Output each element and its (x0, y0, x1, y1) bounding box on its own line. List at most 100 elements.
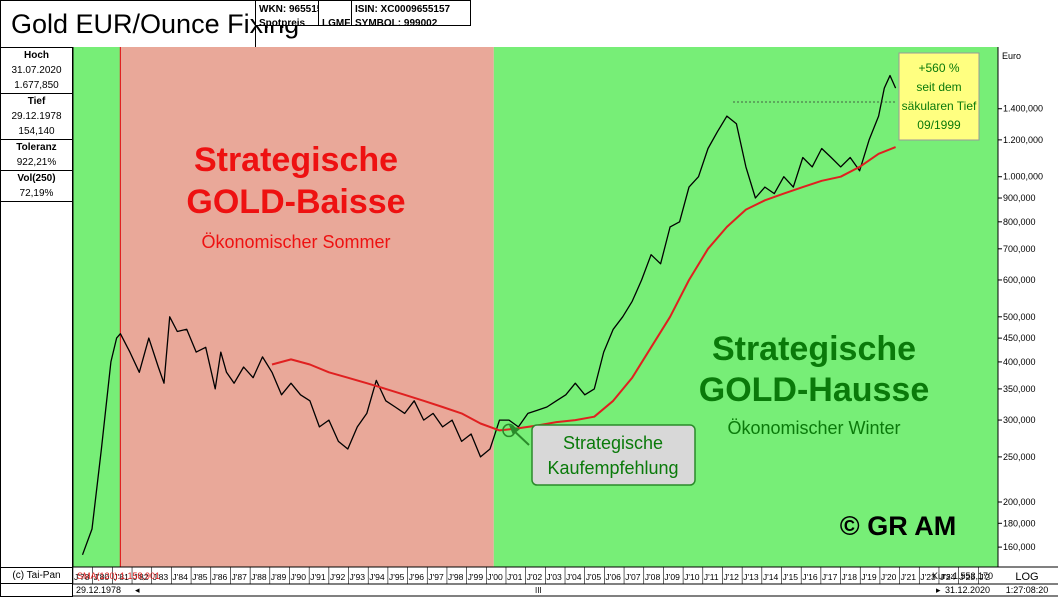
x-tick-label: J'85 (192, 572, 208, 582)
y-tick-label: 160,000 (1003, 542, 1036, 552)
x-tick-label: J'05 (586, 572, 602, 582)
x-tick-label: J'88 (251, 572, 267, 582)
sma-value-label: SMA(120):1.158,901 (77, 571, 160, 581)
y-tick-label: 250,000 (1003, 452, 1036, 462)
zone-green-0 (73, 47, 121, 567)
x-tick-label: J'94 (369, 572, 385, 582)
x-tick-label: J'03 (546, 572, 562, 582)
performance-note: +560 % seit dem säkularen Tief 09/1999 (898, 52, 980, 141)
x-tick-label: J'92 (330, 572, 346, 582)
y-tick-label: 500,000 (1003, 312, 1036, 322)
baisse-title-line2: GOLD-Baisse (186, 183, 405, 221)
time-label: 1:27:08:20 (1006, 585, 1049, 595)
kurs-value-label: Kurs:1.553,170 (932, 571, 993, 581)
x-tick-label: J'25 (960, 572, 976, 582)
x-tick-label: J'91 (310, 572, 326, 582)
x-tick-label: J'89 (271, 572, 287, 582)
x-tick-label: J'24 (940, 572, 956, 582)
x-tick-label: J'78 (74, 572, 90, 582)
scroll-thumb[interactable]: III (535, 586, 542, 595)
x-tick-label: J'11 (704, 572, 719, 582)
x-tick-label: J'81 (113, 572, 129, 582)
x-tick-label: J'83 (153, 572, 169, 582)
header-wkn-cell: WKN: 965515 Spotpreis (255, 0, 323, 29)
y-tick-label: 700,000 (1003, 244, 1036, 254)
x-tick-label: J'12 (723, 572, 739, 582)
y-axis-unit: Euro (1002, 51, 1021, 61)
x-tick-label: J'16 (802, 572, 818, 582)
y-axis-background (998, 47, 1058, 567)
baisse-subtitle: Ökonomischer Sommer (201, 232, 390, 252)
y-tick-label: 300,000 (1003, 415, 1036, 425)
note-line1: +560 % (918, 61, 959, 75)
hausse-title-line1: Strategische (712, 330, 916, 368)
x-tick-label: J'23 (920, 572, 936, 582)
note-line2: seit dem (916, 80, 961, 94)
x-tick-label: J'95 (389, 572, 405, 582)
tolerance-value: 922,21% (16, 157, 57, 168)
vol-value: 72,19% (1, 186, 72, 202)
scroll-right-button[interactable]: ▸ (936, 585, 941, 595)
x-tick-label: J'07 (625, 572, 641, 582)
x-tick-label: J'86 (212, 572, 228, 582)
x-tick-label: J'93 (350, 572, 366, 582)
wkn-label: WKN: 965515 (259, 4, 323, 15)
low-value: 154,140 (18, 126, 55, 137)
x-tick-label: J'19 (861, 572, 877, 582)
x-tick-label: J'82 (133, 572, 149, 582)
x-tick-label: J'01 (507, 572, 523, 582)
low-label: Tief (1, 93, 72, 109)
high-value: 1.677,850 (14, 80, 59, 91)
isin-label: ISIN: XC0009655157 (355, 4, 451, 15)
zone-red-1 (120, 47, 494, 567)
buy-recommendation-callout: Strategische Kaufempfehlung (509, 424, 696, 486)
x-tick-label: J'17 (822, 572, 838, 582)
hausse-subtitle: Ökonomischer Winter (727, 418, 900, 438)
chart-title: Gold EUR/Ounce Fixing (0, 0, 299, 48)
x-tick-label: J'14 (763, 572, 779, 582)
x-tick-label: J'08 (645, 572, 661, 582)
x-tick-label: J'2 (979, 572, 990, 582)
symbol-label: SYMBOL: 999002 (355, 18, 438, 29)
x-tick-label: J'10 (684, 572, 700, 582)
x-tick-label: J'18 (842, 572, 858, 582)
y-tick-label: 600,000 (1003, 275, 1036, 285)
x-tick-label: J'96 (409, 572, 425, 582)
x-tick-label: J'06 (605, 572, 621, 582)
x-tick-label: J'99 (468, 572, 484, 582)
x-tick-label: J'80 (94, 572, 110, 582)
start-date: 29.12.1978 (76, 585, 121, 595)
end-date: 31.12.2020 (945, 585, 990, 595)
brand-label: © GR AM (840, 511, 956, 541)
note-line3: säkularen Tief (902, 99, 977, 113)
lgmf-label: LGMF (322, 18, 351, 29)
scroll-left-button[interactable]: ◂ (135, 585, 140, 595)
price-series-line (81, 74, 897, 556)
log-scale-toggle[interactable]: LOG (1015, 571, 1038, 583)
y-tick-label: 450,000 (1003, 333, 1036, 343)
y-tick-label: 350,000 (1003, 384, 1036, 394)
gold-price-chart[interactable]: 160,000 180,000 200,000 250,000 300,000 350,0… (73, 47, 1058, 606)
y-tick-label: 1.000,000 (1003, 172, 1043, 182)
high-label: Hoch (24, 50, 49, 61)
x-tick-label: J'97 (428, 572, 444, 582)
copyright-label: (c) Tai-Pan (0, 567, 73, 584)
x-tick-label: J'90 (290, 572, 306, 582)
low-date: 29.12.1978 (11, 111, 62, 122)
hausse-title-line2: GOLD-Hausse (699, 371, 930, 409)
y-tick-label: 180,000 (1003, 518, 1036, 528)
x-tick-label: J'13 (743, 572, 759, 582)
baisse-title-line1: Strategische (194, 141, 398, 179)
header-lgmf-cell: LGMF (318, 0, 352, 29)
header-isin-cell: ISIN: XC0009655157 SYMBOL: 999002 (351, 0, 471, 29)
sma-series-line (271, 146, 896, 432)
x-tick-label: J'84 (172, 572, 188, 582)
y-tick-label: 1.400,000 (1003, 104, 1043, 114)
y-tick-label: 400,000 (1003, 357, 1036, 367)
vol-label: Vol(250) (1, 170, 72, 186)
x-tick-label: J'15 (783, 572, 799, 582)
x-tick-label: J'09 (664, 572, 680, 582)
y-tick-label: 800,000 (1003, 217, 1036, 227)
high-date: 31.07.2020 (11, 65, 62, 76)
stats-panel: Hoch 31.07.2020 1.677,850 Tief 29.12.197… (0, 47, 73, 597)
